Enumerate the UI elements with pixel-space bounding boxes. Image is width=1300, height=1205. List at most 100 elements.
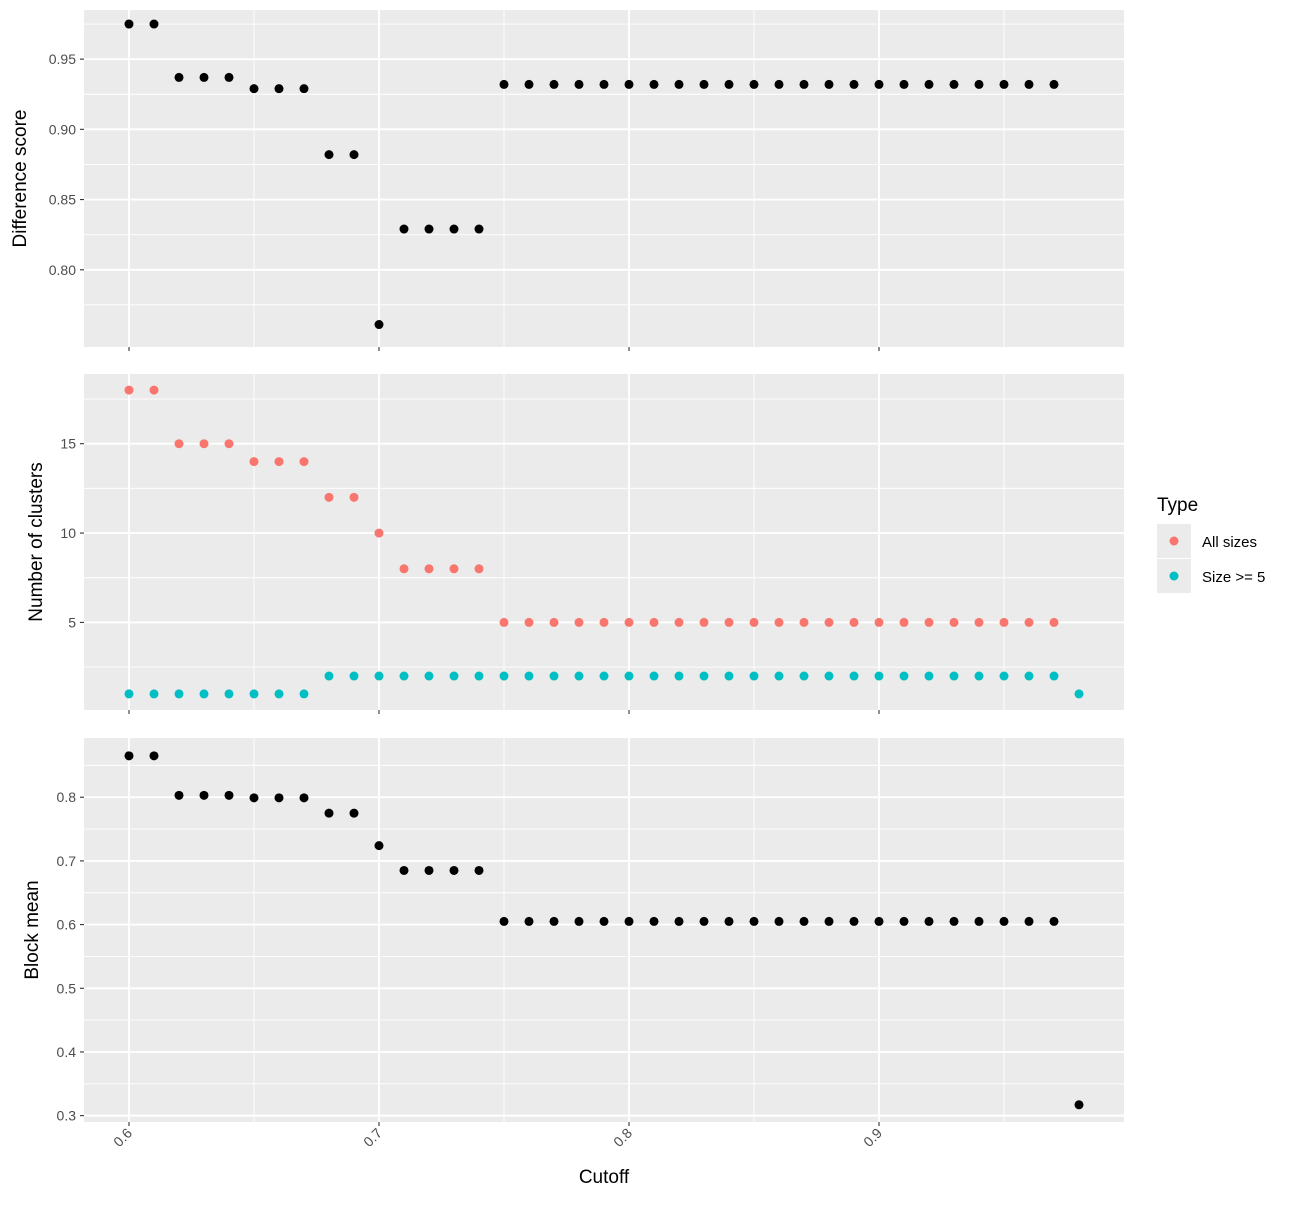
data-point (149, 19, 159, 29)
data-point (849, 617, 859, 627)
data-point (424, 865, 434, 875)
data-point (749, 617, 759, 627)
y-tick-label: 0.90 (49, 121, 76, 137)
data-point (549, 671, 559, 681)
data-point (799, 671, 809, 681)
data-point (799, 79, 809, 89)
data-point (449, 564, 459, 574)
data-point (449, 224, 459, 234)
data-point (874, 617, 884, 627)
data-point (574, 671, 584, 681)
data-point (574, 617, 584, 627)
data-point (199, 790, 209, 800)
data-point (699, 916, 709, 926)
data-point (1074, 1100, 1084, 1110)
data-point (674, 617, 684, 627)
legend-swatch (1169, 536, 1179, 546)
data-point (374, 320, 384, 330)
panel-background (84, 10, 1124, 347)
legend: Type All sizes Size >= 5 (1157, 495, 1265, 593)
data-point (274, 84, 284, 94)
legend-label: Size >= 5 (1202, 569, 1265, 586)
y-tick-label: 0.85 (49, 192, 76, 208)
data-point (624, 916, 634, 926)
data-point (749, 79, 759, 89)
data-point (949, 617, 959, 627)
data-point (999, 79, 1009, 89)
data-point (774, 617, 784, 627)
data-point (199, 689, 209, 699)
data-point (224, 72, 234, 82)
data-point (549, 79, 559, 89)
y-tick-label: 0.3 (57, 1108, 77, 1124)
data-point (874, 79, 884, 89)
y-tick-label: 0.6 (57, 917, 77, 933)
data-point (949, 671, 959, 681)
data-point (174, 689, 184, 699)
panel-background (84, 738, 1124, 1122)
legend-label: All sizes (1202, 534, 1257, 551)
data-point (524, 916, 534, 926)
y-tick-label: 0.8 (57, 789, 77, 805)
data-point (299, 689, 309, 699)
data-point (899, 916, 909, 926)
data-point (899, 617, 909, 627)
data-point (799, 617, 809, 627)
data-point (499, 671, 509, 681)
data-point (624, 671, 634, 681)
data-point (499, 916, 509, 926)
data-point (224, 689, 234, 699)
data-point (349, 150, 359, 160)
data-point (424, 564, 434, 574)
data-point (599, 671, 609, 681)
data-point (324, 671, 334, 681)
data-point (824, 916, 834, 926)
x-tick-label: 0.6 (110, 1125, 135, 1150)
data-point (399, 564, 409, 574)
data-point (199, 72, 209, 82)
data-point (474, 224, 484, 234)
data-point (974, 671, 984, 681)
data-point (449, 671, 459, 681)
data-point (1049, 916, 1059, 926)
data-point (199, 439, 209, 449)
data-point (374, 528, 384, 538)
data-point (724, 671, 734, 681)
data-point (824, 671, 834, 681)
data-point (1074, 689, 1084, 699)
data-point (574, 79, 584, 89)
panel-middle: 5 10 15 Number of clusters (26, 374, 1124, 714)
data-point (399, 671, 409, 681)
data-point (899, 79, 909, 89)
data-point (999, 671, 1009, 681)
data-point (299, 793, 309, 803)
data-point (799, 916, 809, 926)
data-point (149, 385, 159, 395)
data-point (424, 671, 434, 681)
data-point (699, 79, 709, 89)
y-tick-label: 5 (68, 614, 76, 630)
data-point (124, 689, 134, 699)
data-point (174, 439, 184, 449)
data-point (649, 916, 659, 926)
data-point (174, 790, 184, 800)
data-point (849, 916, 859, 926)
y-tick-label: 0.7 (57, 853, 77, 869)
data-point (924, 916, 934, 926)
data-point (874, 671, 884, 681)
data-point (224, 439, 234, 449)
data-point (1024, 916, 1034, 926)
data-point (599, 79, 609, 89)
data-point (149, 751, 159, 761)
legend-swatch (1169, 571, 1179, 581)
data-point (924, 79, 934, 89)
data-point (449, 865, 459, 875)
data-point (724, 79, 734, 89)
data-point (949, 916, 959, 926)
y-axis-title: Number of clusters (26, 462, 47, 621)
data-point (174, 72, 184, 82)
data-point (524, 671, 534, 681)
data-point (724, 617, 734, 627)
data-point (974, 916, 984, 926)
